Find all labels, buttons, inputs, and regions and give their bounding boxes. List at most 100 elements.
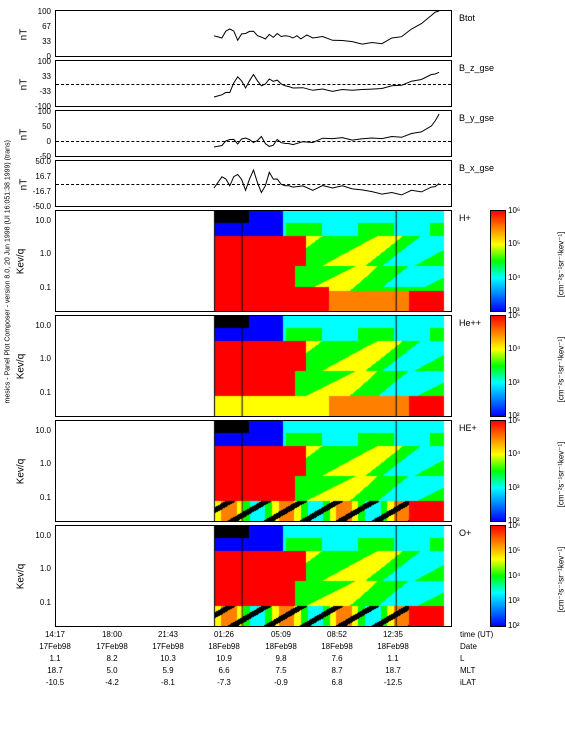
colorbar-unit: [cm⁻²s⁻¹sr⁻¹kev⁻¹] bbox=[556, 547, 565, 613]
spectrogram-panel: 10.01.00.1Kev/qHe++ bbox=[55, 315, 452, 417]
side-caption: mesics - Panel Plot Composer - version 8… bbox=[5, 140, 12, 403]
y-label: nT bbox=[19, 64, 30, 104]
x-axis-label: Date bbox=[460, 642, 560, 651]
spectrogram bbox=[56, 526, 451, 626]
y-tick: 0.1 bbox=[21, 388, 51, 397]
x-tick: -7.3 bbox=[199, 678, 249, 687]
colorbar-unit: [cm⁻²s⁻¹sr⁻¹kev⁻¹] bbox=[556, 232, 565, 298]
spectrogram-panel: 10.01.00.1Kev/qH+ bbox=[55, 210, 452, 312]
colorbar-tick: 10⁶ bbox=[508, 521, 520, 530]
colorbar bbox=[490, 315, 506, 417]
colorbar-tick: 10⁶ bbox=[508, 206, 520, 215]
y-tick: 10.0 bbox=[21, 426, 51, 435]
x-tick: -0.9 bbox=[256, 678, 306, 687]
x-tick: 5.0 bbox=[87, 666, 137, 675]
x-tick: 10.9 bbox=[199, 654, 249, 663]
colorbar-unit: [cm⁻²s⁻¹sr⁻¹kev⁻¹] bbox=[556, 442, 565, 508]
colorbar-tick: 10⁵ bbox=[508, 311, 520, 320]
x-tick: 01:26 bbox=[199, 630, 249, 639]
colorbar-tick: 10⁵ bbox=[508, 546, 520, 555]
line-panel: 10067330nTBtot bbox=[55, 10, 452, 57]
colorbar-tick: 10³ bbox=[508, 483, 520, 492]
x-tick: 18Feb98 bbox=[256, 642, 306, 651]
x-tick: 18.7 bbox=[30, 666, 80, 675]
x-tick: -12.5 bbox=[368, 678, 418, 687]
y-tick: 10.0 bbox=[21, 531, 51, 540]
line-panel: 50.016.7-16.7-50.0nTB_x_gse bbox=[55, 160, 452, 207]
x-tick: 8.2 bbox=[87, 654, 137, 663]
colorbar-tick: 10⁴ bbox=[508, 344, 520, 353]
x-tick: 12:35 bbox=[368, 630, 418, 639]
colorbar bbox=[490, 420, 506, 522]
x-tick: -8.1 bbox=[143, 678, 193, 687]
x-tick: -10.5 bbox=[30, 678, 80, 687]
panel-label: He++ bbox=[459, 318, 481, 328]
colorbar-tick: 10³ bbox=[508, 378, 520, 387]
x-tick: 21:43 bbox=[143, 630, 193, 639]
x-tick: 6.6 bbox=[199, 666, 249, 675]
x-tick: 18Feb98 bbox=[199, 642, 249, 651]
colorbar bbox=[490, 210, 506, 312]
colorbar-tick: 10³ bbox=[508, 596, 520, 605]
colorbar-tick: 10⁴ bbox=[508, 449, 520, 458]
colorbar-tick: 10⁴ bbox=[508, 571, 520, 580]
spectrogram bbox=[56, 316, 451, 416]
panel-label: B_z_gse bbox=[459, 63, 494, 73]
line-panel: 100500-50nTB_y_gse bbox=[55, 110, 452, 157]
spectrogram bbox=[56, 211, 451, 311]
y-label: Kev/q bbox=[16, 242, 27, 282]
panel-label: HE+ bbox=[459, 423, 477, 433]
y-tick: 10.0 bbox=[21, 321, 51, 330]
y-tick: 0.1 bbox=[21, 598, 51, 607]
y-label: Kev/q bbox=[16, 452, 27, 492]
panel-label: H+ bbox=[459, 213, 471, 223]
x-axis-label: MLT bbox=[460, 666, 560, 675]
x-tick: 1.1 bbox=[368, 654, 418, 663]
trace bbox=[56, 111, 451, 156]
y-label: nT bbox=[19, 14, 30, 54]
colorbar-tick: 10² bbox=[508, 621, 520, 630]
x-tick: 05:09 bbox=[256, 630, 306, 639]
colorbar bbox=[490, 525, 506, 627]
y-label: nT bbox=[19, 114, 30, 154]
x-tick: 17Feb98 bbox=[30, 642, 80, 651]
y-label: Kev/q bbox=[16, 557, 27, 597]
y-label: nT bbox=[19, 164, 30, 204]
y-tick: 10.0 bbox=[21, 216, 51, 225]
x-tick: 18:00 bbox=[87, 630, 137, 639]
x-axis-label: L bbox=[460, 654, 560, 663]
x-tick: 6.8 bbox=[312, 678, 362, 687]
y-tick: 0.1 bbox=[21, 493, 51, 502]
panel-label: B_x_gse bbox=[459, 163, 494, 173]
x-tick: 17Feb98 bbox=[87, 642, 137, 651]
colorbar-tick: 10⁵ bbox=[508, 239, 520, 248]
x-axis-label: time (UT) bbox=[460, 630, 560, 639]
spectrogram-panel: 10.01.00.1Kev/qO+ bbox=[55, 525, 452, 627]
panel-label: O+ bbox=[459, 528, 471, 538]
x-tick: 10.3 bbox=[143, 654, 193, 663]
y-label: Kev/q bbox=[16, 347, 27, 387]
x-tick: 14:17 bbox=[30, 630, 80, 639]
x-tick: 18Feb98 bbox=[368, 642, 418, 651]
x-tick: 1.1 bbox=[30, 654, 80, 663]
y-tick: 0.1 bbox=[21, 283, 51, 292]
spectrogram bbox=[56, 421, 451, 521]
x-tick: 18.7 bbox=[368, 666, 418, 675]
x-tick: 8.7 bbox=[312, 666, 362, 675]
x-tick: -4.2 bbox=[87, 678, 137, 687]
x-tick: 17Feb98 bbox=[143, 642, 193, 651]
colorbar-tick: 10⁴ bbox=[508, 273, 520, 282]
x-tick: 7.6 bbox=[312, 654, 362, 663]
line-panel: 10033-33-100nTB_z_gse bbox=[55, 60, 452, 107]
colorbar-tick: 10⁵ bbox=[508, 416, 520, 425]
x-tick: 7.5 bbox=[256, 666, 306, 675]
x-tick: 08:52 bbox=[312, 630, 362, 639]
panel-label: Btot bbox=[459, 13, 475, 23]
spectrogram-panel: 10.01.00.1Kev/qHE+ bbox=[55, 420, 452, 522]
x-tick: 9.8 bbox=[256, 654, 306, 663]
trace bbox=[56, 61, 451, 106]
x-axis-label: iLAT bbox=[460, 678, 560, 687]
colorbar-unit: [cm⁻²s⁻¹sr⁻¹kev⁻¹] bbox=[556, 337, 565, 403]
x-tick: 18Feb98 bbox=[312, 642, 362, 651]
trace bbox=[56, 11, 451, 56]
